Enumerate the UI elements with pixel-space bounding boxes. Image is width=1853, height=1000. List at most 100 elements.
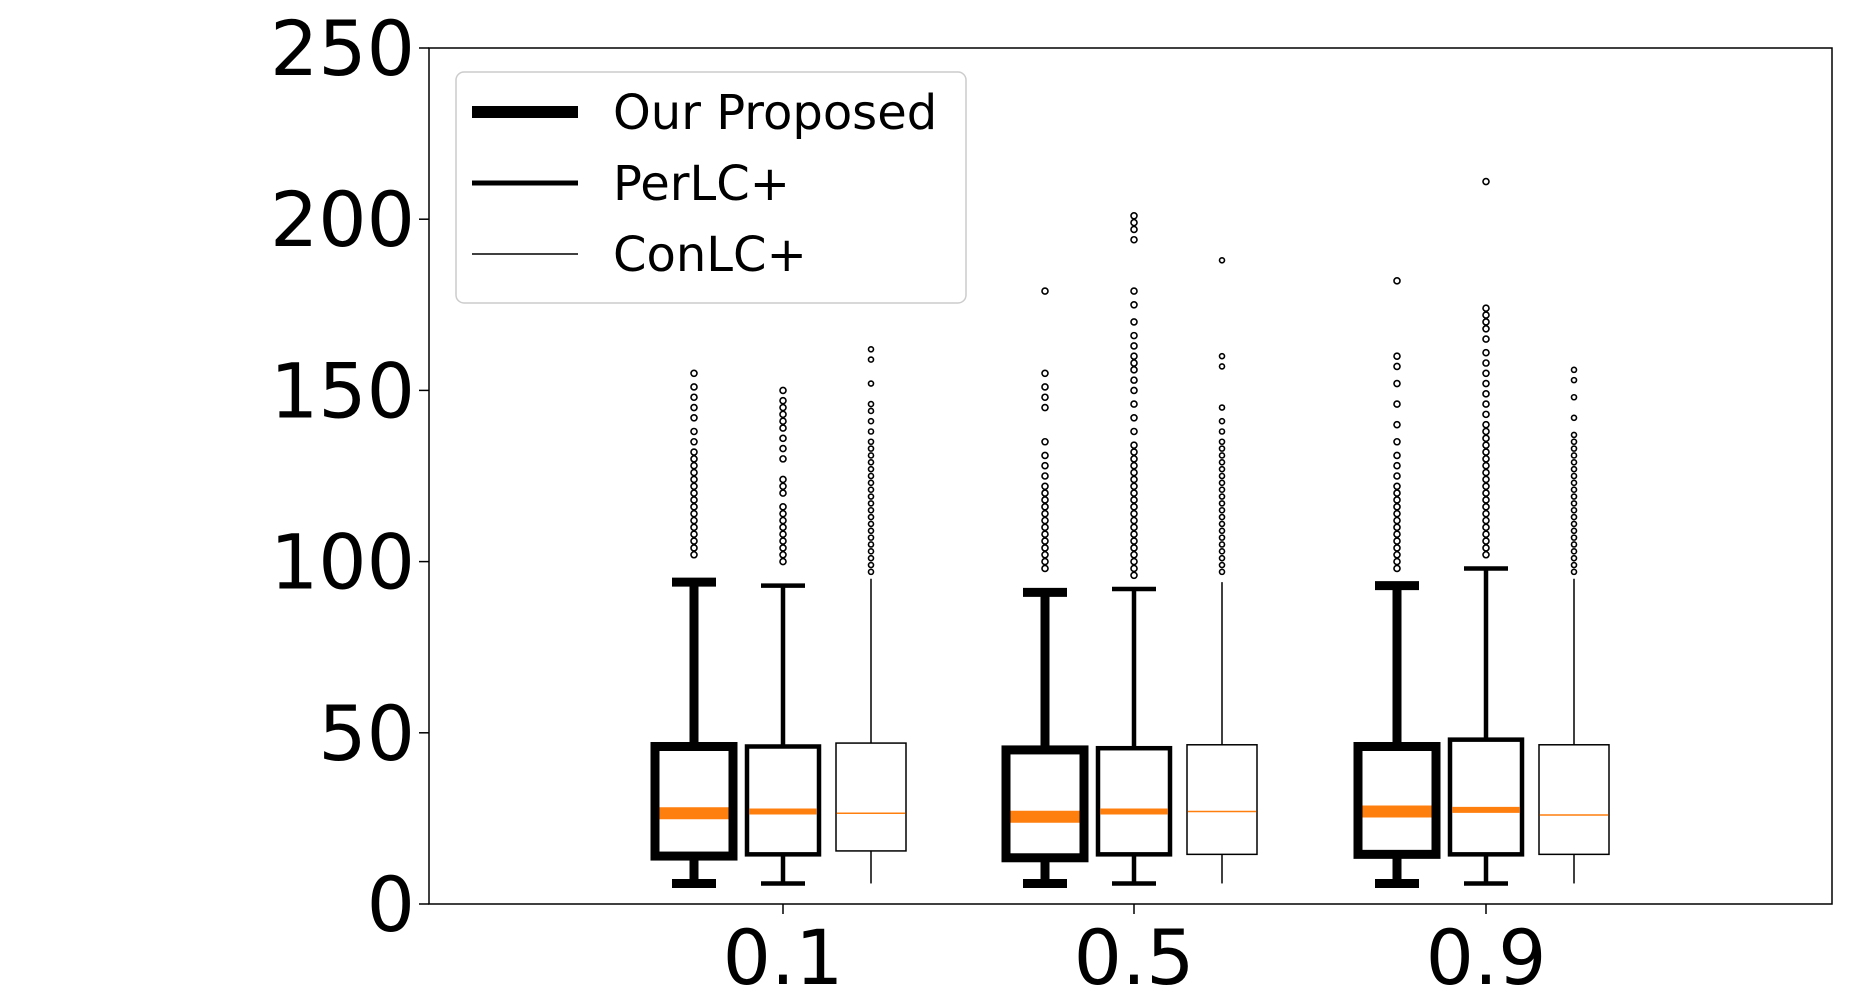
outlier-point (1482, 461, 1490, 470)
outlier-point (1482, 550, 1490, 559)
outlier-point (1130, 523, 1138, 532)
outlier-point (1218, 568, 1226, 576)
y-tick-label: 150 (270, 346, 415, 435)
outlier-point (1041, 287, 1049, 295)
outlier-point (1130, 359, 1138, 367)
outlier-point (690, 489, 698, 497)
outlier-point (1130, 509, 1138, 518)
outlier-point (1570, 431, 1578, 439)
outlier-point (1393, 461, 1401, 470)
outlier-point (1041, 496, 1049, 504)
outlier-point (1130, 564, 1138, 573)
outlier-point (1130, 218, 1138, 227)
outlier-point (690, 482, 698, 491)
outlier-point (867, 472, 875, 480)
outlier-point (690, 437, 698, 446)
outlier-point (1130, 211, 1138, 220)
outlier-point (1482, 359, 1490, 367)
outlier-point (1393, 544, 1401, 552)
box-our-proposed-0.1 (650, 369, 738, 888)
outlier-point (1393, 509, 1401, 518)
outlier-point (1218, 541, 1226, 548)
outlier-point (1570, 393, 1578, 401)
x-tick-label: 0.1 (723, 913, 844, 1000)
outlier-point (1130, 530, 1138, 539)
y-tick-label: 0 (367, 860, 415, 949)
outlier-point (1130, 503, 1138, 511)
box-conlc-0.1 (835, 346, 907, 884)
outlier-point (1570, 548, 1578, 555)
outlier-point (1482, 475, 1490, 484)
outlier-point (1130, 352, 1138, 360)
outlier-point (1570, 472, 1578, 480)
outlier-point (779, 550, 787, 559)
outlier-point (1482, 523, 1490, 532)
outlier-point (867, 459, 875, 466)
outlier-point (1482, 324, 1490, 333)
box-our-proposed-0.5 (1001, 287, 1089, 888)
y-tick-label: 250 (270, 4, 415, 93)
legend-label-conlc: ConLC+ (613, 227, 807, 283)
outlier-point (1570, 506, 1578, 514)
outlier-point (1570, 493, 1578, 500)
outlier-point (867, 527, 875, 535)
box-iqr (650, 741, 738, 861)
outlier-point (1393, 523, 1401, 532)
outlier-point (1130, 461, 1138, 470)
outlier-point (1218, 561, 1226, 569)
outlier-point (1570, 465, 1578, 473)
outlier-point (1482, 482, 1490, 491)
outlier-point (867, 493, 875, 500)
outlier-point (1218, 493, 1226, 500)
outlier-point (1130, 482, 1138, 491)
outlier-point (1393, 503, 1401, 511)
box-groups (650, 177, 1610, 888)
outlier-point (867, 554, 875, 562)
outlier-point (1570, 376, 1578, 384)
box-iqr (1538, 744, 1610, 856)
outlier-point (1393, 537, 1401, 545)
outlier-point (867, 541, 875, 548)
outlier-point (779, 523, 787, 532)
outlier-point (779, 424, 787, 432)
outlier-point (1130, 571, 1138, 580)
outlier-point (1130, 516, 1138, 525)
outlier-point (867, 561, 875, 569)
outlier-point (1570, 554, 1578, 562)
outlier-point (779, 503, 787, 511)
outlier-point (1130, 544, 1138, 552)
outlier-point (690, 383, 698, 391)
outlier-point (1482, 311, 1490, 319)
outlier-point (867, 452, 875, 459)
outlier-point (867, 513, 875, 521)
y-tick-label: 200 (270, 175, 415, 264)
outlier-point (1130, 225, 1138, 234)
box-iqr (1001, 745, 1089, 863)
outlier-point (1570, 520, 1578, 528)
outlier-point (1482, 390, 1490, 398)
outlier-point (1393, 352, 1401, 360)
outlier-point (1218, 404, 1226, 411)
outlier-point (779, 403, 787, 412)
outlier-point (1482, 335, 1490, 343)
outlier-point (1393, 516, 1401, 525)
outlier-point (1130, 468, 1138, 477)
outlier-point (690, 393, 698, 402)
outlier-point (867, 445, 875, 452)
outlier-point (1393, 362, 1401, 371)
outlier-point (779, 455, 787, 463)
outlier-point (1393, 496, 1401, 504)
outlier-point (867, 465, 875, 473)
outlier-point (690, 509, 698, 518)
outlier-point (1570, 366, 1578, 374)
outlier-point (1041, 564, 1049, 573)
outlier-point (779, 396, 787, 405)
outlier-point (1218, 459, 1226, 466)
outlier-point (690, 461, 698, 470)
outlier-point (1482, 434, 1490, 443)
outlier-point (1218, 452, 1226, 459)
box-perlc-0.1 (744, 386, 822, 886)
outlier-point (1482, 489, 1490, 497)
outlier-point (1482, 400, 1490, 408)
outlier-point (867, 500, 875, 507)
